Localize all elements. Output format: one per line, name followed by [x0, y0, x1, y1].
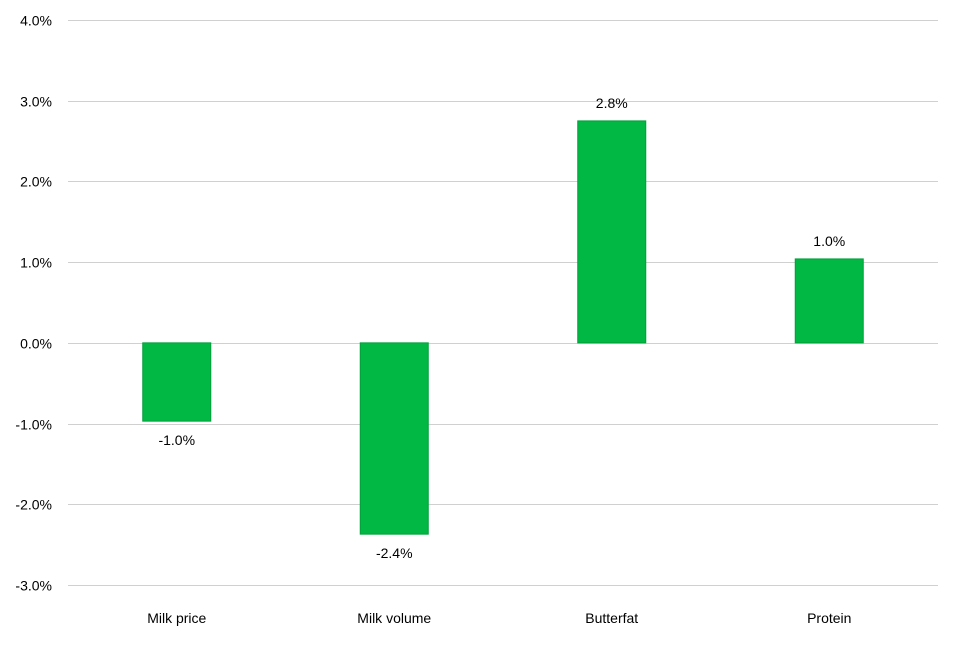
gridlines	[68, 20, 938, 586]
data-label: 1.0%	[813, 233, 845, 249]
x-axis-category-labels: Milk price Milk volume Butterfat Protein	[147, 610, 851, 626]
y-tick-label: -1.0%	[15, 417, 52, 433]
data-label: -2.4%	[376, 545, 413, 561]
x-category-label: Butterfat	[585, 610, 638, 626]
y-tick-label: 1.0%	[20, 255, 52, 271]
data-label: 2.8%	[596, 95, 628, 111]
y-axis-tick-labels: 4.0% 3.0% 2.0% 1.0% 0.0% -1.0% -2.0% -3.0%	[15, 13, 52, 594]
bars	[142, 120, 864, 535]
x-category-label: Milk volume	[357, 610, 431, 626]
y-tick-label: 4.0%	[20, 13, 52, 29]
data-labels: -1.0% -2.4% 2.8% 1.0%	[158, 95, 845, 561]
y-tick-label: 3.0%	[20, 94, 52, 110]
y-tick-label: -3.0%	[15, 578, 52, 594]
y-tick-label: 2.0%	[20, 174, 52, 190]
x-category-label: Milk price	[147, 610, 206, 626]
bar-butterfat	[577, 120, 647, 344]
data-label: -1.0%	[158, 432, 195, 448]
x-category-label: Protein	[807, 610, 851, 626]
bar-protein	[794, 258, 864, 344]
y-tick-label: -2.0%	[15, 497, 52, 513]
bar-milk-price	[142, 342, 212, 422]
y-tick-label: 0.0%	[20, 336, 52, 352]
bar-milk-volume	[359, 342, 429, 535]
